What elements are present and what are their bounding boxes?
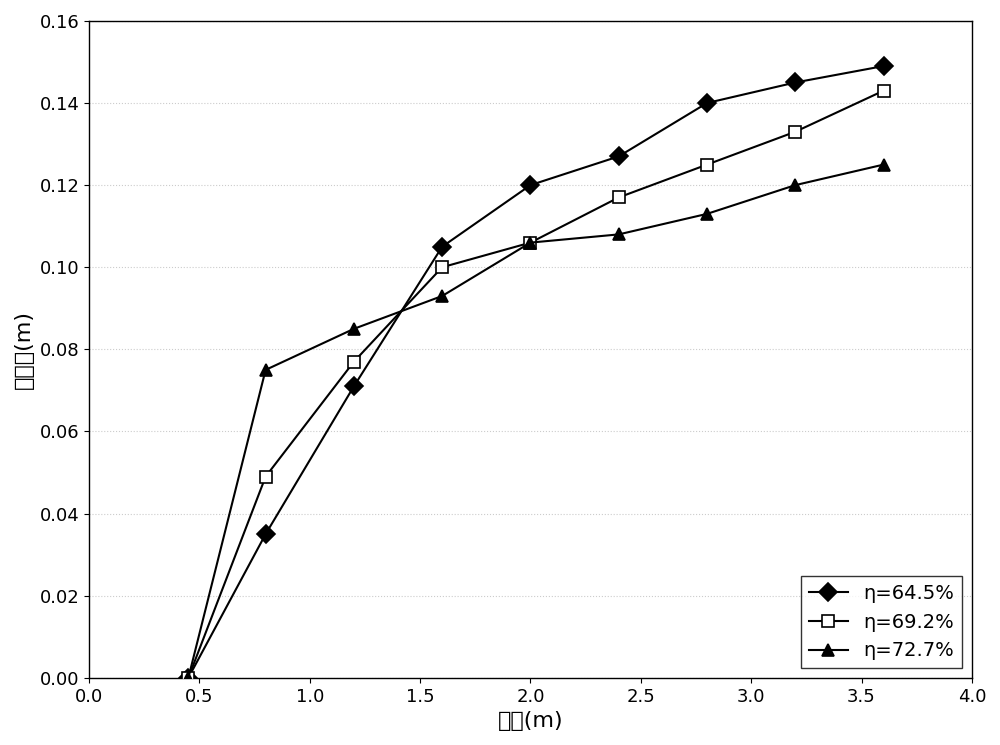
η=72.7%: [878, 160, 890, 169]
η=72.7%: [436, 291, 448, 300]
Line: η=72.7%: η=72.7%: [182, 159, 890, 684]
η=72.7%: [260, 365, 272, 374]
η=69.2%: [701, 160, 713, 169]
η=69.2%: [789, 127, 801, 136]
η=69.2%: [260, 472, 272, 481]
Line: η=69.2%: η=69.2%: [182, 84, 890, 684]
η=64.5%: [436, 242, 448, 251]
η=64.5%: [701, 98, 713, 107]
Y-axis label: 压缩量(m): 压缩量(m): [14, 310, 34, 389]
η=69.2%: [436, 263, 448, 272]
X-axis label: 堆高(m): 堆高(m): [498, 711, 563, 731]
η=72.7%: [348, 324, 360, 333]
η=72.7%: [524, 238, 536, 247]
η=64.5%: [182, 673, 194, 682]
η=64.5%: [789, 78, 801, 87]
η=69.2%: [878, 86, 890, 95]
η=64.5%: [260, 530, 272, 539]
η=72.7%: [701, 209, 713, 218]
η=69.2%: [613, 193, 625, 202]
η=72.7%: [789, 180, 801, 189]
Line: η=64.5%: η=64.5%: [182, 60, 890, 684]
η=69.2%: [182, 673, 194, 682]
η=64.5%: [878, 62, 890, 71]
η=64.5%: [348, 382, 360, 391]
η=64.5%: [524, 180, 536, 189]
η=69.2%: [524, 238, 536, 247]
Legend: η=64.5%, η=69.2%, η=72.7%: η=64.5%, η=69.2%, η=72.7%: [801, 576, 962, 668]
η=64.5%: [613, 152, 625, 161]
η=72.7%: [182, 673, 194, 682]
η=69.2%: [348, 357, 360, 366]
η=72.7%: [613, 230, 625, 239]
